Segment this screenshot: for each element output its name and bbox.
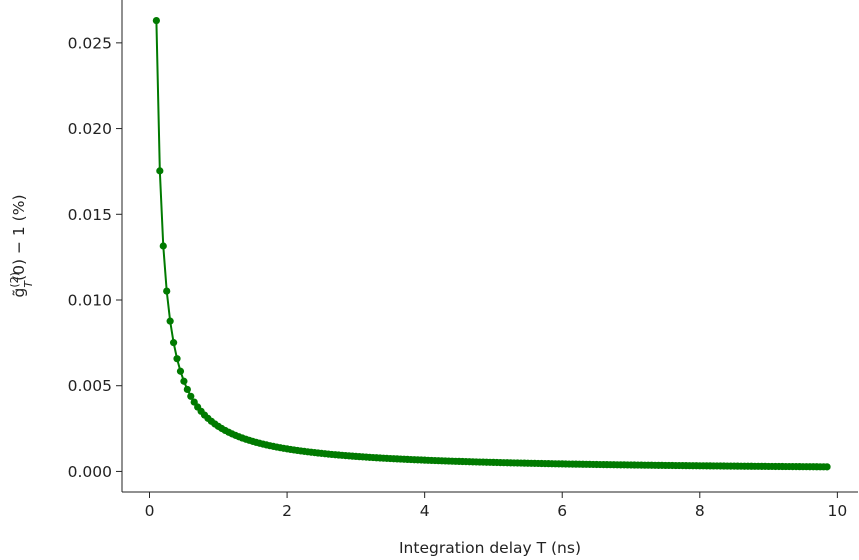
data-point (183, 385, 191, 394)
y-axis-label-tail: (0) − 1 (%) (10, 195, 28, 281)
data-point (823, 463, 831, 471)
data-point (152, 16, 160, 25)
x-axis-ticks: 0 2 4 6 8 10 (145, 492, 847, 520)
y-axis-label-base: g̃ (10, 288, 28, 298)
data-point (176, 367, 185, 375)
y-tick-label: 0.005 (68, 377, 112, 395)
plot-area: 0 2 4 6 8 10 0.000 0.005 0.010 0.015 0.020 0.025 (68, 0, 858, 520)
y-axis-label: g̃(2)T(0) − 1 (%) (8, 195, 35, 298)
y-tick-label: 0.015 (68, 206, 112, 224)
x-tick-label: 2 (282, 502, 292, 520)
y-tick-label: 0.000 (68, 463, 112, 481)
y-axis-label-superscript: (2) (8, 272, 21, 288)
series-layer (152, 16, 831, 471)
x-axis-label: Integration delay T (ns) (399, 539, 581, 557)
y-tick-label: 0.020 (68, 120, 112, 138)
data-point (166, 317, 174, 325)
data-point (159, 242, 167, 250)
data-point (180, 377, 188, 385)
data-point (187, 392, 195, 400)
data-point (163, 287, 171, 295)
x-tick-label: 6 (557, 502, 567, 520)
y-tick-label: 0.010 (68, 292, 112, 310)
x-tick-label: 10 (827, 502, 847, 520)
data-point (156, 167, 164, 175)
y-tick-label: 0.025 (68, 34, 112, 52)
y-axis-label-subscript: T (22, 280, 35, 288)
x-tick-label: 0 (145, 502, 155, 520)
data-point (173, 355, 181, 363)
data-point (169, 339, 178, 347)
x-tick-label: 4 (420, 502, 430, 520)
y-axis-ticks: 0.000 0.005 0.010 0.015 0.020 0.025 (68, 34, 122, 481)
x-tick-label: 8 (695, 502, 705, 520)
